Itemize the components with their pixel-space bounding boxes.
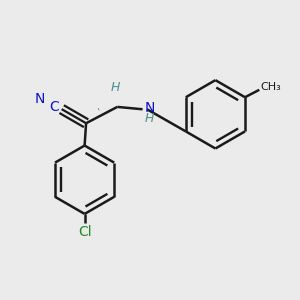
Text: N: N: [34, 92, 44, 106]
Text: C: C: [49, 100, 59, 114]
Text: N: N: [145, 101, 155, 115]
Text: H: H: [111, 81, 121, 94]
Text: H: H: [145, 112, 154, 125]
Text: Cl: Cl: [78, 225, 92, 239]
Text: CH₃: CH₃: [261, 82, 281, 92]
